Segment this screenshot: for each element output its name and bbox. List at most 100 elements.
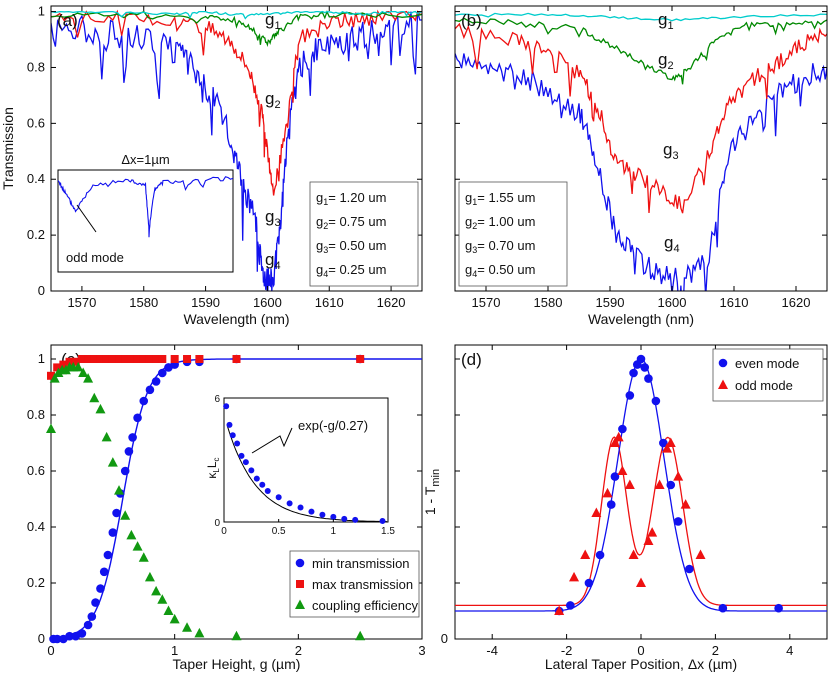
inset-x-tick-label: 0 [221,526,227,537]
data-point [101,431,112,442]
data-point [624,479,635,489]
gap-legend-row: g2= 0.75 um [316,214,386,231]
data-point [195,355,204,363]
gap-legend-row: g4= 0.25 um [316,262,386,279]
inset-data-point [242,459,249,466]
series-line-g3 [455,22,827,214]
data-point [71,357,80,366]
y-tick-label: 0.2 [27,227,45,242]
x-tick-label: 1570 [472,295,501,310]
inset-annotation: odd mode [66,250,124,265]
data-point [90,355,99,363]
data-point [77,629,87,638]
inset-spectrum [57,176,234,238]
data-point [83,620,93,630]
curve-label-sub: 2 [667,60,673,72]
gap-legend-val: = 0.25 um [328,262,386,277]
inset-y-axis-label: κLLc [205,457,221,478]
data-point [613,431,624,442]
inset-data-point [319,511,326,518]
data-point [580,549,591,559]
inset-x-tick-label: 0.5 [272,526,286,537]
data-point [84,355,93,363]
data-point [640,363,650,372]
data-point [78,367,89,377]
inset-data-point [341,515,348,522]
y-tick-label: 0 [441,631,448,646]
x-tick-label: 1590 [596,295,625,310]
data-point [65,631,74,641]
y-tick-label: 0 [38,631,45,646]
axes-frame [454,5,828,292]
x-tick-label: 1620 [377,295,406,310]
gap-legend-sub: 4 [323,269,328,279]
x-tick-label: 1 [171,643,178,658]
legend-label: max transmission [312,577,413,592]
data-point [685,564,694,574]
data-point [662,443,673,453]
data-point [169,613,180,624]
data-point [95,403,106,414]
legend-marker [718,379,728,389]
inset-data-point [379,517,386,524]
curve-label-3: g3 [663,140,679,162]
x-axis-label: Wavelength (nm) [588,311,694,327]
series-max-transmission [47,355,365,380]
data-point [680,499,691,509]
gap-legend-g: g [465,190,472,205]
data-point [673,471,684,481]
gap-legend-val: = 0.70 um [477,238,535,253]
panel-label: (b) [461,11,482,30]
data-point [584,578,594,588]
inset-title: Δx=1µm [121,152,169,167]
inset-data-point [223,403,230,410]
data-point [665,437,676,447]
data-point [569,571,580,582]
gap-legend-g: g [316,190,323,205]
curve-label-sub: 4 [673,243,679,255]
curve-label-sub: 1 [274,20,280,32]
curve-label-g: g [658,10,667,29]
series-group [455,12,827,291]
y-tick-label: 0.8 [27,407,45,422]
data-point [695,549,706,559]
curve-label-sub: 4 [274,260,280,272]
data-point [636,577,646,587]
y-tick-label: 0 [38,283,45,298]
series-odd-mode [554,431,706,615]
data-point [120,510,131,520]
inset-ylabel-kappa: κ [205,472,219,479]
gap-legend-g: g [316,238,323,253]
inset-fit-curve [226,425,387,523]
x-tick-label: 0 [637,643,644,658]
data-point [356,355,365,363]
gap-legend-sub: 1 [472,197,477,207]
data-point [654,479,665,489]
x-tick-label: 3 [418,643,425,658]
x-tick-label: -2 [561,643,573,658]
inset-arrow [76,204,97,233]
inset-data-point [297,504,304,511]
y-tick-label: 0.2 [27,575,45,590]
curve-label-sub: 1 [667,20,673,32]
gap-legend-box [458,181,568,287]
gap-legend-g: g [316,214,323,229]
data-point [144,571,155,582]
curve-label-2: g2 [265,89,281,111]
data-point [163,605,174,615]
data-point [89,392,100,403]
y-tick-label: 0.6 [27,115,45,130]
data-point [618,424,627,434]
inset-y-tick-label: 6 [214,394,220,405]
data-point [151,377,161,386]
data-point [183,355,192,363]
data-point [83,373,94,383]
data-point [651,396,661,406]
panel-label: (d) [461,350,482,369]
y-axis-label-main: 1 - T [422,486,438,515]
legend-marker [295,558,305,568]
x-tick-label: 1620 [782,295,811,310]
data-point [629,368,638,378]
data-point [138,552,149,562]
data-point [182,622,193,632]
